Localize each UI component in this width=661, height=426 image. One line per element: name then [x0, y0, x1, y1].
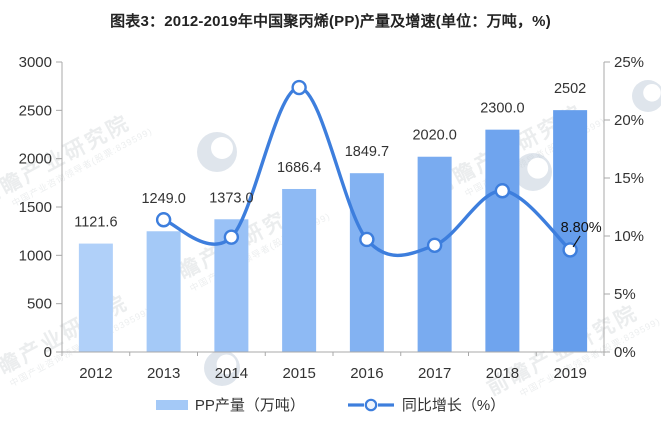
y-left-tick-label: 3000 [19, 54, 52, 71]
y-right-tick-label: 0% [614, 344, 636, 361]
y-right-tick-label: 15% [614, 170, 644, 187]
x-tick-label-2013: 2013 [147, 365, 180, 382]
annotation-growth-label: 8.80% [561, 220, 602, 236]
x-tick-label-2017: 2017 [418, 365, 451, 382]
bar-label-2018: 2300.0 [480, 101, 524, 117]
legend-label-yoy-growth: 同比增长（%） [401, 397, 506, 414]
line-point-2015 [291, 79, 307, 96]
x-tick-label-2018: 2018 [486, 365, 519, 382]
x-tick-label-2012: 2012 [79, 365, 112, 382]
bar-label-2013: 1249.0 [141, 191, 185, 207]
bar-label-2014: 1373.0 [209, 190, 253, 206]
x-tick-label-2016: 2016 [350, 365, 383, 382]
bar-label-2017: 2020.0 [412, 128, 456, 144]
bar-label-2019: 2502 [554, 81, 586, 97]
line-point-2018 [494, 183, 511, 199]
legend-item-yoy-growth: 同比增长（%） [347, 394, 505, 415]
line-series-swatch [347, 398, 394, 411]
y-left-tick-label: 2500 [19, 102, 52, 119]
legend-label-pp-output: PP产量（万吨） [194, 397, 305, 414]
bar-label-2016: 1849.7 [345, 144, 389, 160]
y-left-tick-label: 0 [44, 344, 52, 361]
y-left-tick-label: 1500 [19, 199, 52, 216]
legend-item-pp-output: PP产量（万吨） [155, 394, 305, 415]
bar-series-swatch [155, 399, 188, 410]
bar-2017 [417, 156, 452, 352]
y-left-tick-label: 2000 [19, 151, 52, 168]
x-tick-label-2019: 2019 [553, 365, 586, 382]
annotation-leader-line [572, 235, 581, 248]
chart-title: 图表3：2012-2019年中国聚丙烯(PP)产量及增速(单位：万吨，%) [110, 13, 551, 30]
bar-2016 [349, 173, 384, 352]
chart-legend: PP产量（万吨） 同比增长（%） [0, 394, 661, 415]
bar-2015 [282, 188, 317, 352]
y-right-tick-label: 10% [614, 228, 644, 245]
line-point-2017 [426, 237, 443, 253]
x-tick-label-2014: 2014 [215, 365, 248, 382]
y-right-tick-label: 5% [614, 286, 636, 303]
bar-2019 [553, 110, 588, 352]
bar-label-2015: 1686.4 [277, 160, 321, 176]
y-left-tick-label: 500 [27, 296, 52, 313]
line-point-2013 [155, 212, 172, 228]
y-right-tick-label: 25% [614, 54, 644, 71]
y-left-tick-label: 1000 [19, 247, 52, 264]
bar-2012 [78, 243, 113, 352]
bar-2018 [485, 129, 520, 352]
line-point-2014 [223, 229, 240, 245]
x-tick-label-2015: 2015 [282, 365, 315, 382]
bar-2013 [146, 231, 181, 352]
line-point-2016 [359, 231, 375, 248]
y-right-tick-label: 20% [614, 112, 644, 129]
bar-label-2012: 1121.6 [74, 215, 117, 231]
